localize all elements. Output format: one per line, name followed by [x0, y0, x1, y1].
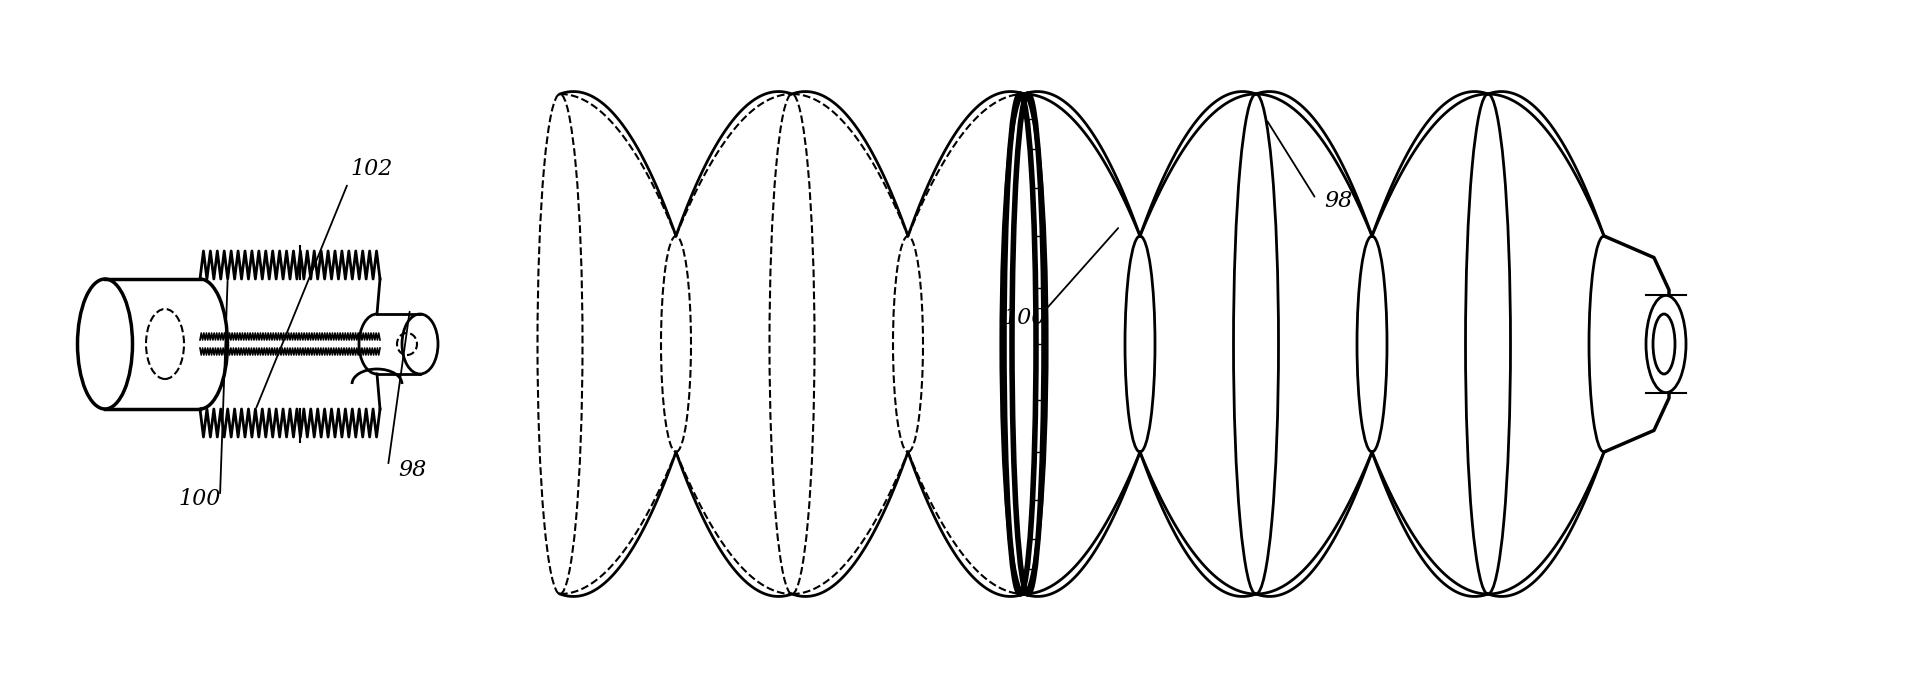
Text: 100: 100	[1003, 307, 1045, 329]
Polygon shape	[1139, 92, 1256, 596]
Polygon shape	[1370, 92, 1487, 596]
Polygon shape	[792, 92, 907, 596]
Polygon shape	[1024, 92, 1139, 596]
Polygon shape	[1604, 236, 1669, 452]
Polygon shape	[559, 92, 676, 596]
Text: 98: 98	[398, 459, 427, 481]
Text: 102: 102	[350, 158, 392, 180]
Bar	[105, 279, 199, 409]
Text: 98: 98	[1323, 190, 1351, 212]
Polygon shape	[676, 92, 792, 596]
Polygon shape	[907, 92, 1024, 596]
Bar	[377, 314, 425, 374]
Polygon shape	[1487, 92, 1604, 596]
Ellipse shape	[1646, 295, 1684, 393]
Text: 100: 100	[178, 488, 222, 510]
Polygon shape	[199, 251, 379, 437]
Polygon shape	[1256, 92, 1370, 596]
